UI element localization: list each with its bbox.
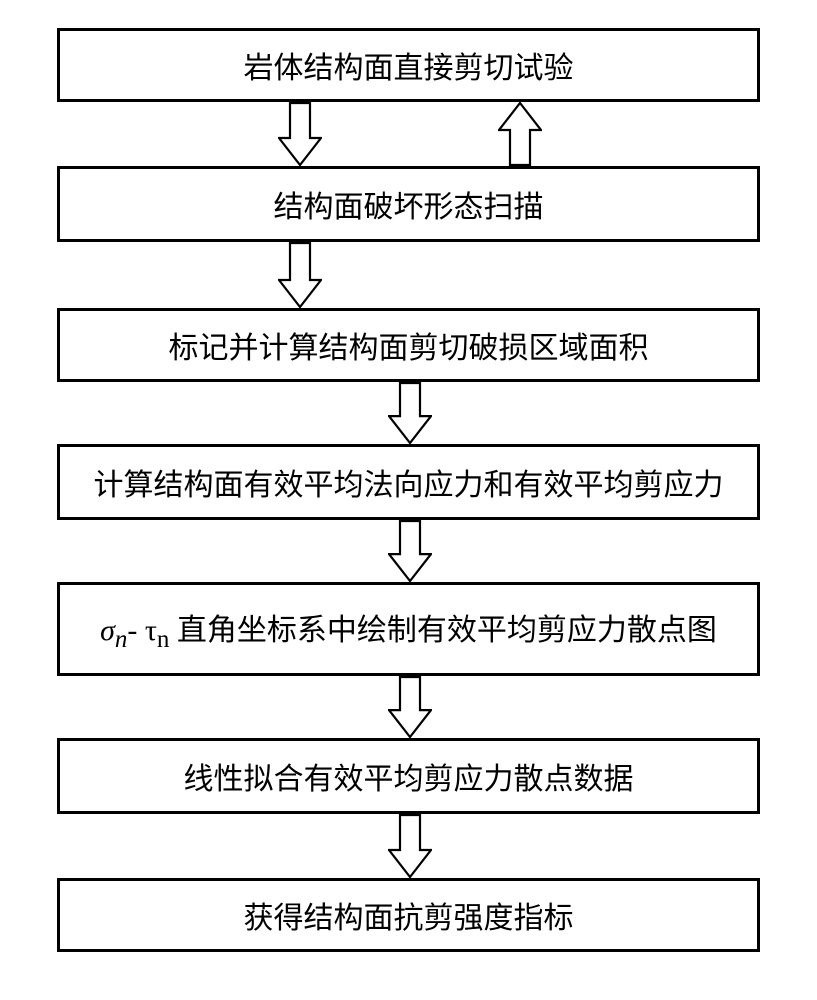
flow-arrow-a4 — [388, 382, 432, 444]
flow-arrow-a3 — [278, 242, 322, 308]
flow-arrow-a5 — [388, 520, 432, 582]
flow-node-n4: 计算结构面有效平均法向应力和有效平均剪应力 — [57, 444, 760, 520]
flow-node-label: 计算结构面有效平均法向应力和有效平均剪应力 — [94, 460, 724, 504]
flow-arrow-a6 — [388, 676, 432, 738]
flow-node-label: 获得结构面抗剪强度指标 — [244, 893, 574, 937]
flow-node-n1: 岩体结构面直接剪切试验 — [57, 28, 760, 102]
flowchart-canvas: 岩体结构面直接剪切试验结构面破坏形态扫描标记并计算结构面剪切破损区域面积计算结构… — [0, 0, 817, 1000]
flow-node-n5: σn- τn 直角坐标系中绘制有效平均剪应力散点图 — [57, 582, 760, 676]
flow-arrow-a2 — [498, 102, 542, 166]
flow-node-n2: 结构面破坏形态扫描 — [57, 166, 760, 242]
flow-arrow-a1 — [278, 102, 322, 166]
flow-node-label: 标记并计算结构面剪切破损区域面积 — [169, 323, 649, 367]
flow-arrow-a7 — [388, 814, 432, 878]
flow-node-n6: 线性拟合有效平均剪应力散点数据 — [57, 738, 760, 814]
flow-node-label: σn- τn 直角坐标系中绘制有效平均剪应力散点图 — [100, 605, 717, 654]
flow-node-n7: 获得结构面抗剪强度指标 — [57, 878, 760, 952]
flow-node-label: 结构面破坏形态扫描 — [274, 182, 544, 226]
flow-node-n3: 标记并计算结构面剪切破损区域面积 — [57, 308, 760, 382]
flow-node-label: 岩体结构面直接剪切试验 — [244, 43, 574, 87]
flow-node-label: 线性拟合有效平均剪应力散点数据 — [184, 754, 634, 798]
